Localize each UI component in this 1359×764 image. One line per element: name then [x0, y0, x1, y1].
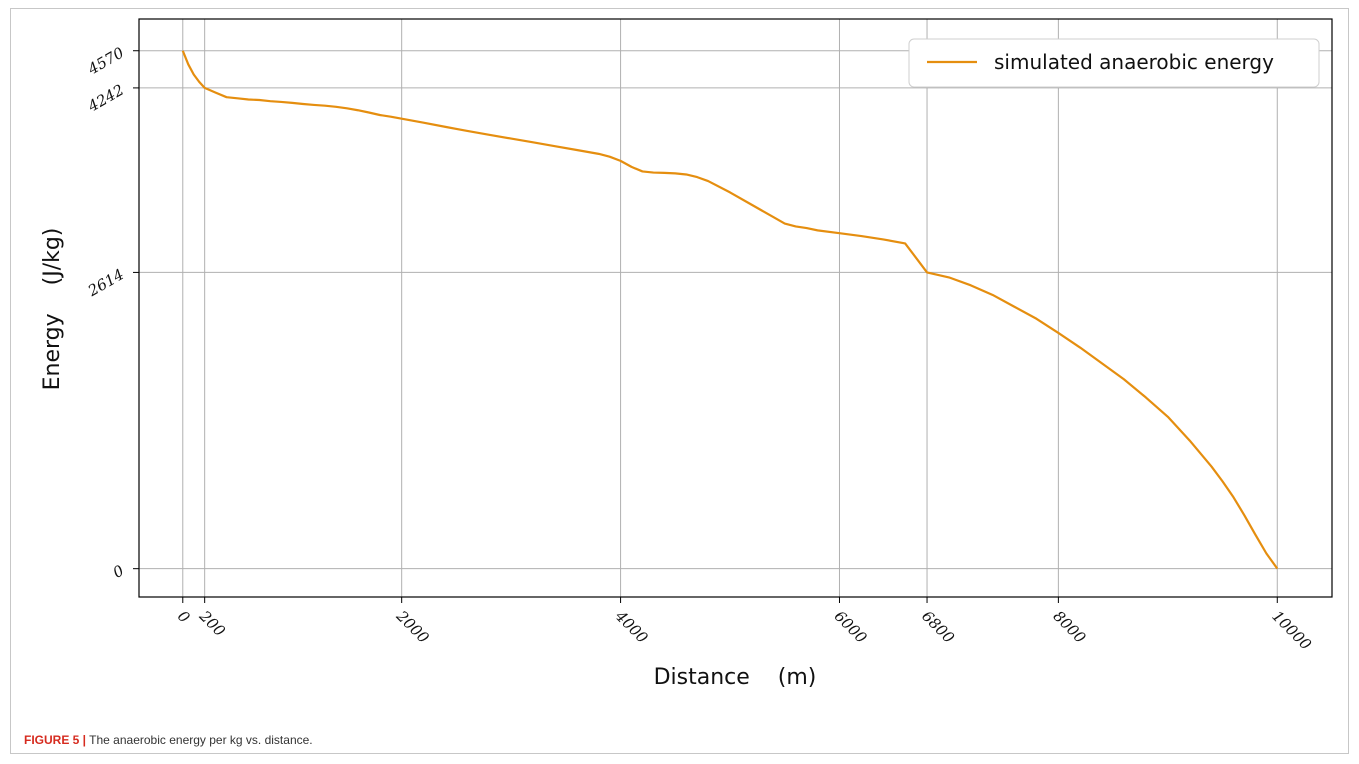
- x-axis-title: Distance (m): [654, 665, 817, 690]
- legend: simulated anaerobic energy: [908, 38, 1320, 88]
- y-tick-label: 2614: [84, 265, 127, 300]
- legend-label: simulated anaerobic energy: [994, 50, 1274, 74]
- x-tick-label: 10000: [1268, 607, 1315, 654]
- y-tick-label: 0: [110, 561, 128, 582]
- x-tick-label: 0: [174, 607, 194, 627]
- y-tick-label: 4570: [84, 43, 127, 78]
- x-tick-label: 2000: [392, 606, 433, 647]
- x-tick-label: 6800: [918, 607, 958, 647]
- x-tick-label: 8000: [1050, 607, 1090, 647]
- plot-area-border: [138, 18, 1333, 598]
- figure-caption: FIGURE 5 | The anaerobic energy per kg v…: [24, 733, 313, 747]
- series-line-simulated-anaerobic-energy: [181, 50, 1279, 570]
- y-tick-label: 4242: [84, 81, 127, 116]
- x-tick-labels: 0 200 2000 4000 6000 6800 8000 10000: [174, 606, 1315, 653]
- x-tick-label: 4000: [611, 606, 652, 647]
- line-chart: 0 200 2000 4000 6000 6800 8000 10000 0261442424…: [40, 18, 1333, 690]
- grid-lines: [139, 19, 1332, 597]
- figure-frame: 0 200 2000 4000 6000 6800 8000 10000 0 2614 4242 4…: [10, 8, 1349, 754]
- x-tick-label: 6000: [831, 607, 871, 647]
- x-tick-label: 200: [195, 606, 229, 640]
- legend-box: [908, 38, 1320, 88]
- y-axis-title: Energy (J/kg): [40, 228, 65, 391]
- figure-caption-label: FIGURE 5 |: [24, 733, 87, 747]
- figure-caption-text: The anaerobic energy per kg vs. distance…: [86, 733, 313, 747]
- tick-marks: [133, 50, 1278, 603]
